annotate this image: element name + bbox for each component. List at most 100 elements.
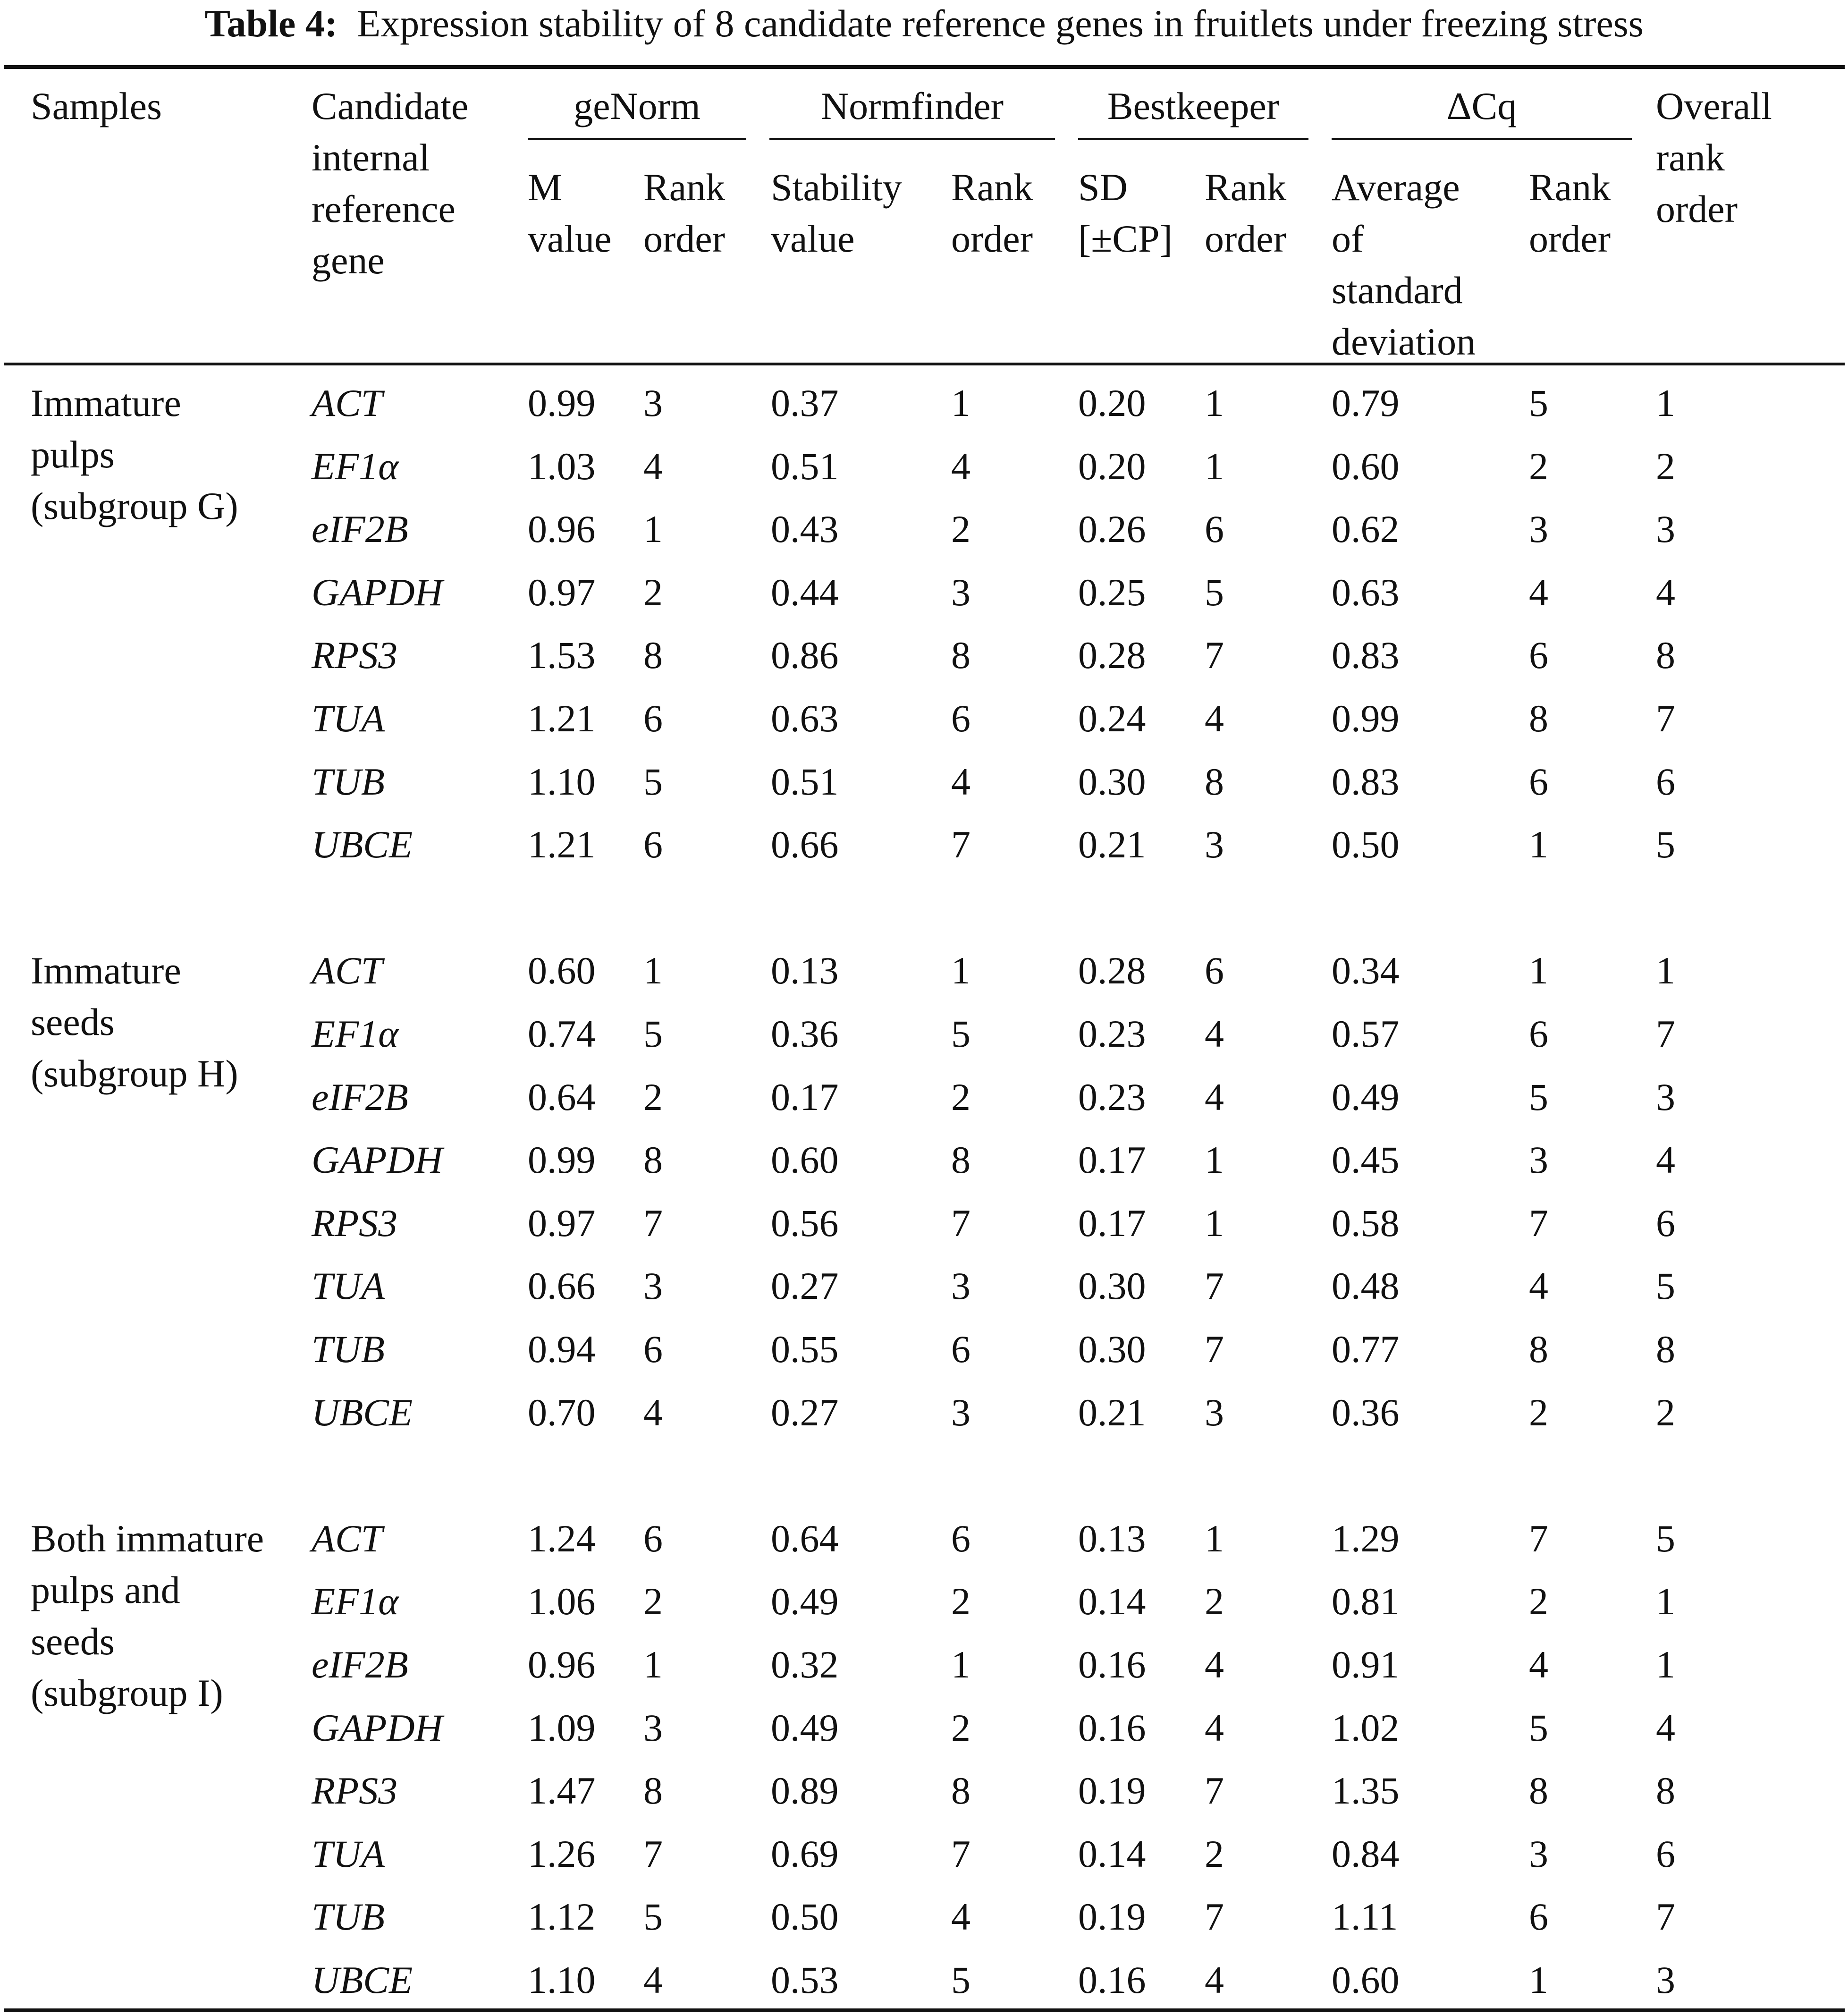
header-m-value: value (528, 217, 612, 260)
cell-normfinder-rank: 5 (951, 1012, 970, 1055)
cell-avg-sd: 0.58 (1332, 1201, 1400, 1245)
cell-avg-sd: 0.79 (1332, 381, 1400, 424)
header-sd: SD (1078, 166, 1128, 209)
header-genorm-rank: Rank (643, 166, 726, 209)
cell-stability-value: 0.55 (771, 1328, 839, 1371)
cell-overall-rank: 1 (1656, 381, 1675, 424)
cell-genorm-rank: 6 (643, 823, 663, 866)
cell-overall-rank: 3 (1656, 508, 1675, 551)
cell-avg-sd: 0.77 (1332, 1328, 1400, 1371)
cell-overall-rank: 1 (1656, 1580, 1675, 1623)
header-dcq-rank: Rank (1529, 166, 1611, 209)
cell-dcq-rank: 8 (1529, 697, 1548, 740)
cell-m-value: 1.09 (528, 1706, 596, 1749)
cell-sd-cp: 0.17 (1078, 1138, 1146, 1182)
cell-avg-sd: 0.50 (1332, 823, 1400, 866)
cell-avg-sd: 0.45 (1332, 1138, 1400, 1182)
cell-m-value: 0.66 (528, 1264, 596, 1308)
cell-overall-rank: 7 (1656, 1012, 1675, 1055)
cell-gene: eIF2B (312, 508, 408, 551)
cell-stability-value: 0.51 (771, 444, 839, 488)
cell-m-value: 0.74 (528, 1012, 596, 1055)
cell-stability-value: 0.27 (771, 1264, 839, 1308)
cell-gene: TUB (312, 760, 385, 803)
header-sd: [±CP] (1078, 217, 1173, 260)
cell-stability-value: 0.13 (771, 949, 839, 992)
cell-genorm-rank: 8 (643, 1138, 663, 1182)
cell-overall-rank: 3 (1656, 1958, 1675, 2001)
header-m-value: M (528, 166, 562, 209)
sample-label: pulps and (31, 1568, 180, 1611)
cell-gene: eIF2B (312, 1643, 408, 1686)
cell-normfinder-rank: 8 (951, 1138, 970, 1182)
cell-bestkeeper-rank: 1 (1205, 1138, 1224, 1182)
cell-dcq-rank: 5 (1529, 381, 1548, 424)
sample-label: Immature (31, 949, 181, 992)
cell-overall-rank: 7 (1656, 1895, 1675, 1939)
cell-dcq-rank: 2 (1529, 1390, 1548, 1434)
cell-normfinder-rank: 3 (951, 1264, 970, 1308)
table-label: Table 4: (204, 2, 338, 45)
cell-stability-value: 0.27 (771, 1390, 839, 1434)
cell-dcq-rank: 2 (1529, 444, 1548, 488)
cell-overall-rank: 6 (1656, 760, 1675, 803)
cell-genorm-rank: 8 (643, 1769, 663, 1813)
header-samples: Samples (31, 85, 162, 127)
cell-dcq-rank: 6 (1529, 1895, 1548, 1939)
cell-genorm-rank: 3 (643, 1706, 663, 1749)
cell-normfinder-rank: 7 (951, 1832, 970, 1875)
cell-bestkeeper-rank: 6 (1205, 949, 1224, 992)
cell-genorm-rank: 1 (643, 1643, 663, 1686)
cell-m-value: 1.47 (528, 1769, 596, 1813)
header-genorm-rank: order (643, 217, 726, 260)
cell-stability-value: 0.17 (771, 1075, 839, 1118)
cell-dcq-rank: 2 (1529, 1580, 1548, 1623)
cell-gene: ACT (312, 381, 383, 424)
cell-dcq-rank: 4 (1529, 570, 1548, 614)
cell-bestkeeper-rank: 1 (1205, 1516, 1224, 1560)
cell-bestkeeper-rank: 8 (1205, 760, 1224, 803)
cell-sd-cp: 0.19 (1078, 1895, 1146, 1939)
header-rule (4, 363, 1845, 365)
cell-m-value: 0.97 (528, 1201, 596, 1245)
header-dcq-rank: order (1529, 217, 1611, 260)
sample-label: Both immature (31, 1516, 264, 1560)
cell-overall-rank: 4 (1656, 1138, 1675, 1182)
header-dcq: ΔCq (1446, 85, 1517, 127)
cell-genorm-rank: 1 (643, 508, 663, 551)
cell-m-value: 1.10 (528, 760, 596, 803)
header-gene: reference (312, 187, 456, 230)
cell-genorm-rank: 8 (643, 634, 663, 677)
cell-bestkeeper-rank: 1 (1205, 381, 1224, 424)
cell-stability-value: 0.44 (771, 570, 839, 614)
cell-overall-rank: 4 (1656, 1706, 1675, 1749)
cell-bestkeeper-rank: 4 (1205, 1075, 1224, 1118)
cell-gene: UBCE (312, 1958, 413, 2001)
normfinder-underline (769, 138, 1055, 140)
cell-bestkeeper-rank: 3 (1205, 823, 1224, 866)
cell-gene: TUA (312, 697, 385, 740)
cell-normfinder-rank: 8 (951, 1769, 970, 1813)
sample-label: (subgroup H) (31, 1052, 238, 1095)
cell-dcq-rank: 6 (1529, 634, 1548, 677)
cell-dcq-rank: 5 (1529, 1075, 1548, 1118)
header-normfinder: Normfinder (820, 85, 1004, 127)
cell-sd-cp: 0.16 (1078, 1706, 1146, 1749)
cell-gene: EF1α (312, 1580, 399, 1623)
cell-genorm-rank: 5 (643, 1895, 663, 1939)
cell-avg-sd: 0.91 (1332, 1643, 1400, 1686)
bestkeeper-underline (1078, 138, 1308, 140)
cell-sd-cp: 0.25 (1078, 570, 1146, 614)
cell-sd-cp: 0.21 (1078, 1390, 1146, 1434)
cell-sd-cp: 0.19 (1078, 1769, 1146, 1813)
cell-stability-value: 0.66 (771, 823, 839, 866)
cell-avg-sd: 0.84 (1332, 1832, 1400, 1875)
cell-gene: ACT (312, 949, 383, 992)
cell-normfinder-rank: 2 (951, 1706, 970, 1749)
cell-avg-sd: 0.62 (1332, 508, 1400, 551)
cell-gene: RPS3 (312, 634, 398, 677)
table-caption: Table 4: Expression stability of 8 candi… (0, 0, 1848, 47)
cell-overall-rank: 2 (1656, 1390, 1675, 1434)
cell-avg-sd: 0.99 (1332, 697, 1400, 740)
cell-genorm-rank: 4 (643, 1958, 663, 2001)
